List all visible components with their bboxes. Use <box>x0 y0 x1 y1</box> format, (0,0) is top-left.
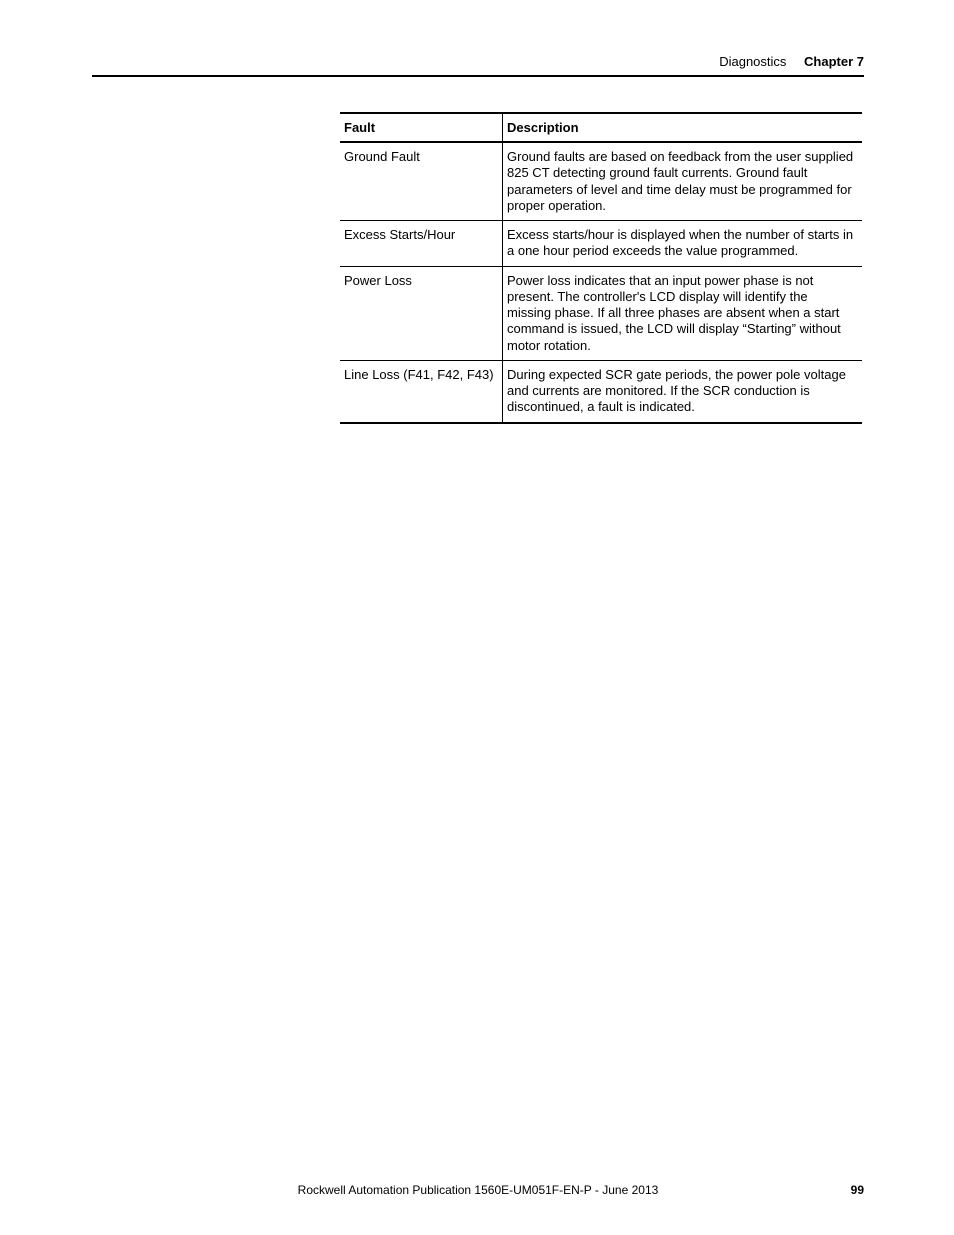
footer-publication: Rockwell Automation Publication 1560E-UM… <box>92 1183 864 1197</box>
table-header-row: Fault Description <box>340 113 862 142</box>
header-line: Diagnostics Chapter 7 <box>92 54 864 75</box>
page-footer: Rockwell Automation Publication 1560E-UM… <box>92 1183 864 1197</box>
table-row: Excess Starts/Hour Excess starts/hour is… <box>340 221 862 267</box>
cell-description: During expected SCR gate periods, the po… <box>503 360 863 422</box>
table-row: Power Loss Power loss indicates that an … <box>340 266 862 360</box>
fault-table: Fault Description Ground Fault Ground fa… <box>340 112 862 424</box>
cell-fault: Excess Starts/Hour <box>340 221 503 267</box>
table-header-fault: Fault <box>340 113 503 142</box>
cell-description: Excess starts/hour is displayed when the… <box>503 221 863 267</box>
fault-table-wrap: Fault Description Ground Fault Ground fa… <box>340 112 862 424</box>
header-section: Diagnostics <box>719 54 786 69</box>
table-header-description: Description <box>503 113 863 142</box>
cell-fault: Line Loss (F41, F42, F43) <box>340 360 503 422</box>
header-rule <box>92 75 864 77</box>
cell-fault: Power Loss <box>340 266 503 360</box>
cell-description: Power loss indicates that an input power… <box>503 266 863 360</box>
footer-page-number: 99 <box>851 1183 864 1197</box>
page-header: Diagnostics Chapter 7 <box>92 54 864 77</box>
table-row: Line Loss (F41, F42, F43) During expecte… <box>340 360 862 422</box>
cell-description: Ground faults are based on feedback from… <box>503 142 863 221</box>
header-chapter: Chapter 7 <box>804 54 864 69</box>
table-row: Ground Fault Ground faults are based on … <box>340 142 862 221</box>
cell-fault: Ground Fault <box>340 142 503 221</box>
document-page: Diagnostics Chapter 7 Fault Description … <box>0 0 954 1235</box>
